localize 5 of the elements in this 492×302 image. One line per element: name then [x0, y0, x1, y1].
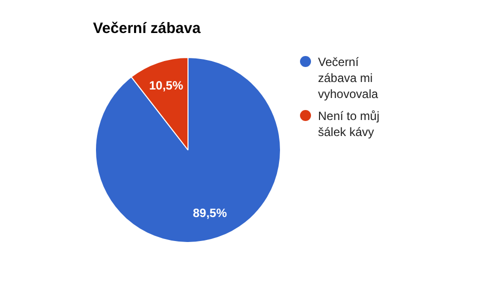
legend-label: Večerní zábava mi vyhovovala — [318, 54, 380, 102]
chart-title: Večerní zábava — [93, 20, 201, 37]
data-label: 10,5% — [149, 78, 184, 92]
data-label: 89,5% — [192, 206, 228, 220]
legend-label: Není to můj šálek kávy — [318, 108, 380, 140]
